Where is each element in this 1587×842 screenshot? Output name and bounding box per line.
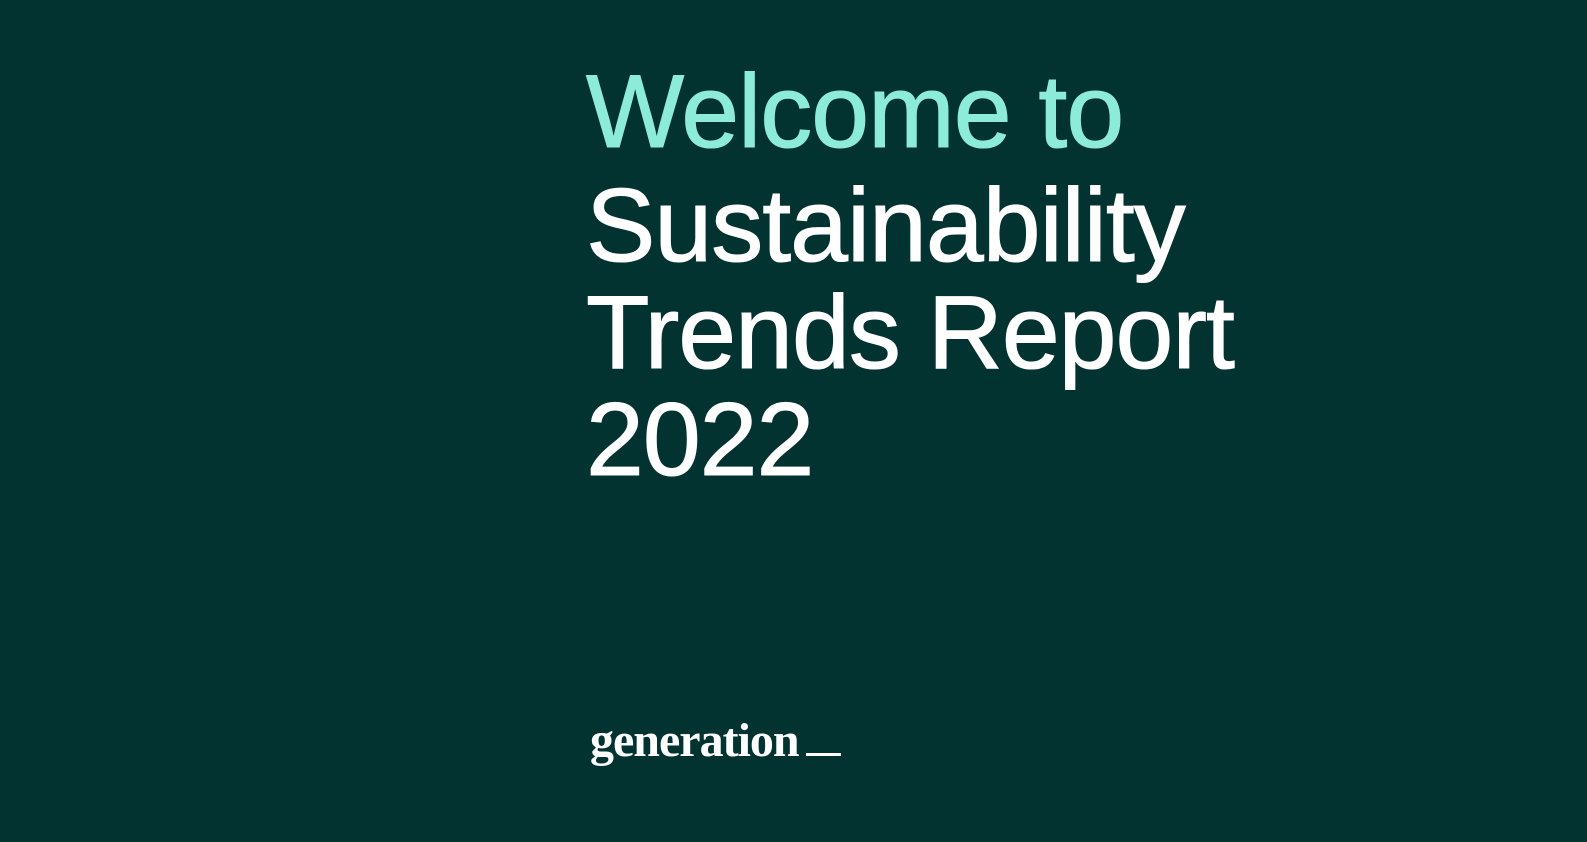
cover-greeting: Welcome to [585, 54, 1124, 170]
logo-underscore-icon [805, 753, 841, 756]
cover-title: Welcome to Sustainability Trends Report … [585, 54, 1235, 498]
cover-title-line-1: Sustainability [585, 168, 1186, 284]
logo-wordmark: generation [590, 714, 800, 767]
cover-title-line-3: 2022 [585, 382, 814, 498]
brand-logo: generation [590, 713, 841, 768]
cover-title-line-2: Trends Report [585, 275, 1235, 391]
